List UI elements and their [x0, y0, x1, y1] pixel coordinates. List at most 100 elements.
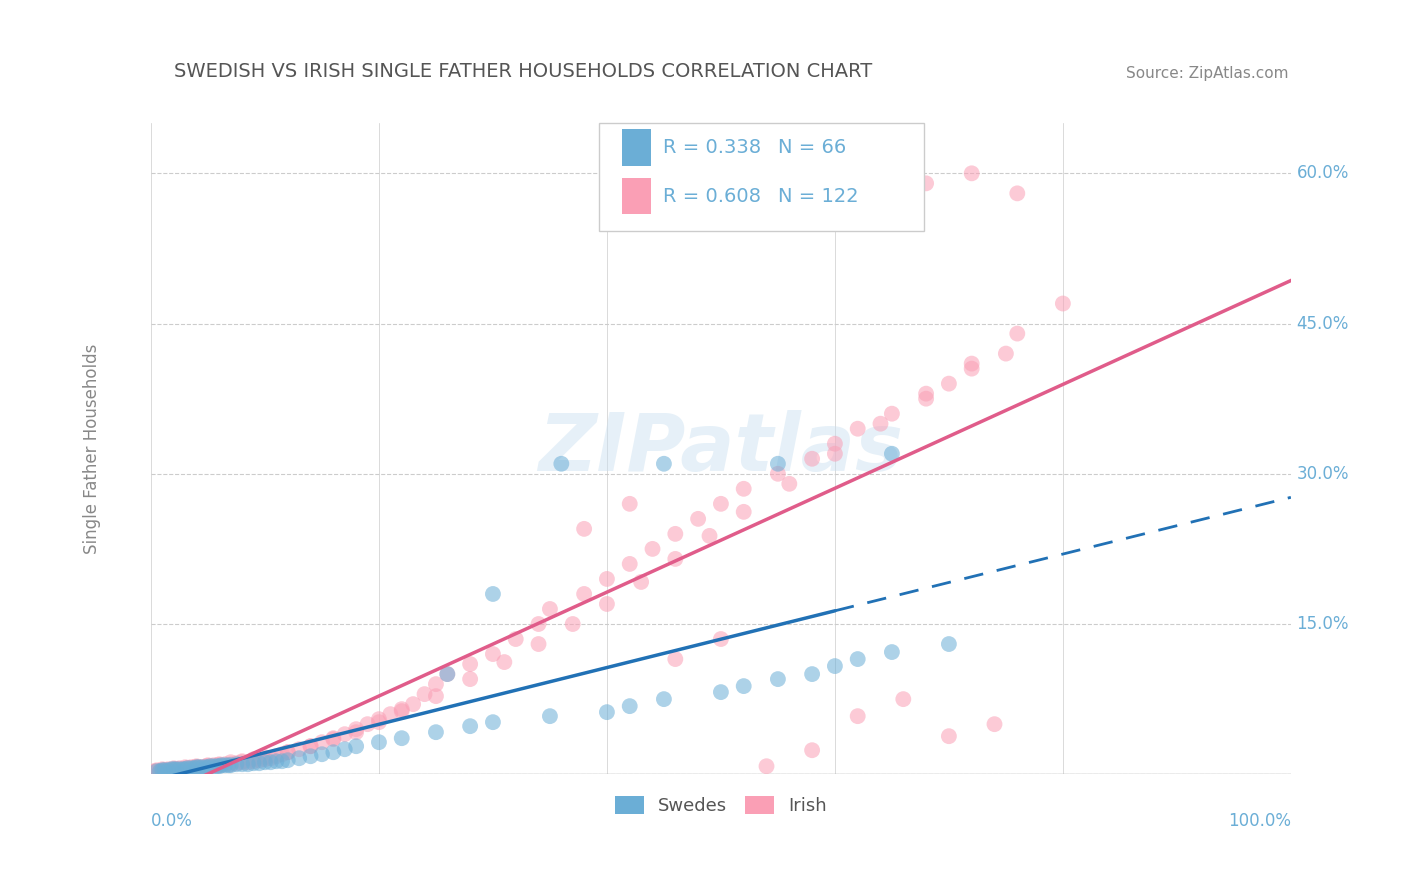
- Point: [186, 760, 208, 774]
- Point: [277, 745, 299, 759]
- Text: N = 122: N = 122: [778, 186, 859, 206]
- Text: SWEDISH VS IRISH SINGLE FATHER HOUSEHOLDS CORRELATION CHART: SWEDISH VS IRISH SINGLE FATHER HOUSEHOLD…: [174, 62, 872, 81]
- Point: [333, 742, 356, 756]
- Text: R = 0.608: R = 0.608: [662, 186, 761, 206]
- Point: [150, 763, 173, 777]
- Point: [938, 637, 960, 651]
- Point: [194, 759, 217, 773]
- Point: [180, 761, 202, 775]
- Point: [436, 667, 458, 681]
- Point: [322, 745, 344, 759]
- Point: [619, 557, 641, 571]
- Point: [191, 760, 214, 774]
- Point: [915, 392, 938, 406]
- Point: [960, 166, 983, 180]
- Legend: Swedes, Irish: Swedes, Irish: [607, 789, 834, 822]
- Point: [231, 756, 253, 770]
- Point: [172, 762, 194, 776]
- Point: [527, 637, 550, 651]
- Point: [157, 763, 180, 777]
- Point: [299, 749, 322, 764]
- Point: [458, 657, 481, 671]
- Point: [846, 422, 869, 436]
- Point: [236, 756, 259, 770]
- Point: [157, 762, 180, 776]
- Point: [824, 659, 846, 673]
- Point: [160, 762, 183, 776]
- Point: [710, 685, 733, 699]
- Point: [846, 709, 869, 723]
- Point: [197, 760, 219, 774]
- Point: [652, 457, 675, 471]
- Point: [187, 760, 209, 774]
- Point: [205, 759, 228, 773]
- Point: [183, 760, 205, 774]
- Point: [187, 760, 209, 774]
- Point: [596, 597, 619, 611]
- Point: [231, 754, 253, 768]
- Point: [425, 689, 447, 703]
- Point: [322, 731, 344, 746]
- Point: [482, 647, 505, 661]
- Point: [733, 679, 755, 693]
- Point: [733, 482, 755, 496]
- Text: 60.0%: 60.0%: [1296, 164, 1348, 182]
- Point: [153, 763, 176, 777]
- Point: [880, 645, 903, 659]
- Point: [482, 587, 505, 601]
- Point: [218, 758, 240, 772]
- Point: [176, 761, 198, 775]
- Point: [208, 757, 231, 772]
- Point: [619, 699, 641, 714]
- FancyBboxPatch shape: [621, 129, 651, 166]
- Point: [915, 177, 938, 191]
- Point: [311, 735, 333, 749]
- Point: [550, 457, 572, 471]
- Point: [214, 757, 236, 772]
- Point: [219, 757, 242, 772]
- Point: [766, 467, 789, 481]
- Point: [259, 756, 281, 770]
- Point: [149, 764, 172, 779]
- Text: Single Father Households: Single Father Households: [83, 343, 101, 554]
- Text: 0.0%: 0.0%: [150, 813, 193, 830]
- Point: [710, 497, 733, 511]
- Point: [994, 346, 1017, 360]
- Point: [180, 761, 202, 775]
- Point: [242, 752, 264, 766]
- Point: [960, 357, 983, 371]
- Point: [205, 758, 228, 772]
- Point: [880, 407, 903, 421]
- Point: [242, 754, 264, 768]
- Point: [344, 739, 367, 754]
- Point: [186, 760, 208, 774]
- Point: [191, 760, 214, 774]
- Point: [169, 762, 191, 776]
- Point: [494, 655, 516, 669]
- Point: [157, 763, 180, 777]
- FancyBboxPatch shape: [621, 178, 651, 214]
- Point: [891, 692, 914, 706]
- Text: 100.0%: 100.0%: [1227, 813, 1291, 830]
- Point: [277, 753, 299, 767]
- Point: [165, 762, 187, 776]
- Point: [231, 757, 253, 772]
- Point: [208, 758, 231, 772]
- Point: [664, 527, 686, 541]
- FancyBboxPatch shape: [599, 123, 924, 231]
- Point: [271, 754, 294, 768]
- Point: [174, 760, 197, 774]
- Point: [288, 751, 311, 765]
- Point: [266, 749, 288, 764]
- Point: [236, 757, 259, 772]
- Point: [915, 386, 938, 401]
- Text: Source: ZipAtlas.com: Source: ZipAtlas.com: [1126, 66, 1288, 81]
- Point: [596, 705, 619, 719]
- Point: [527, 617, 550, 632]
- Point: [225, 756, 247, 771]
- Point: [766, 672, 789, 686]
- Point: [710, 632, 733, 646]
- Point: [1007, 326, 1029, 341]
- Point: [391, 704, 413, 718]
- Point: [200, 759, 222, 773]
